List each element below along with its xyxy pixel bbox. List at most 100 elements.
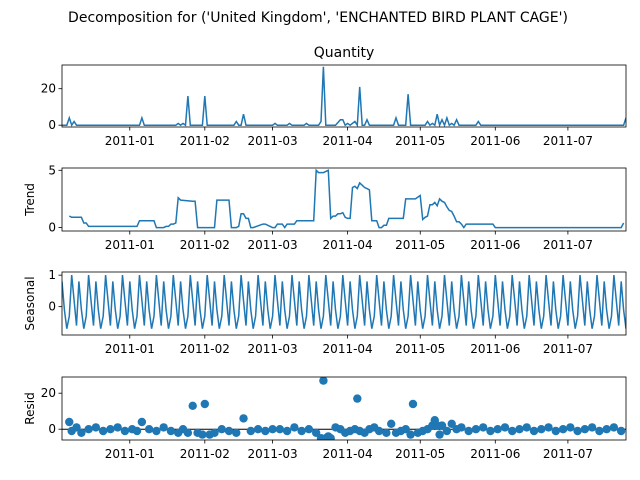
resid-point — [282, 426, 292, 436]
y-tick-label: 0 — [48, 300, 56, 314]
plot-area — [68, 168, 625, 229]
resid-point — [486, 426, 495, 436]
resid-point — [106, 425, 115, 434]
x-tick-label: 2011-03 — [248, 342, 298, 356]
x-tick-label: 2011-06 — [470, 447, 520, 461]
resid-point — [275, 425, 285, 434]
resid-point — [268, 425, 277, 434]
resid-point — [200, 399, 210, 409]
resid-point — [297, 426, 306, 436]
panel-observed: Quantity 0 20 2011-01 2011-02 2011-03 2011-04 2… — [41, 45, 627, 148]
x-tick-label: 2011-07 — [543, 238, 593, 252]
resid-point — [529, 426, 539, 436]
panel-resid: Resid 0 20 2011-01 2011-02 2011-03 2011-04 2011… — [23, 376, 627, 461]
resid-point — [183, 428, 193, 437]
x-tick-label: 2011-07 — [543, 134, 593, 148]
x-tick-label: 2011-05 — [395, 238, 445, 252]
resid-point — [217, 425, 226, 434]
x-tick-label: 2011-03 — [248, 134, 298, 148]
plot-area — [62, 275, 626, 329]
x-tick-label: 2011-04 — [323, 134, 373, 148]
x-tick-label: 2011-02 — [180, 134, 230, 148]
x-tick-label: 2011-07 — [543, 342, 593, 356]
resid-point — [159, 423, 168, 432]
resid-point — [137, 417, 147, 427]
resid-point — [166, 426, 176, 436]
x-tick-label: 2011-01 — [105, 134, 155, 148]
axes-frame — [61, 271, 627, 336]
plot-area — [62, 66, 626, 127]
plot-area — [62, 377, 626, 440]
resid-point — [580, 425, 590, 434]
resid-point — [522, 423, 531, 432]
y-tick-label: 20 — [41, 82, 56, 96]
resid-point — [120, 426, 130, 436]
resid-point — [447, 419, 456, 428]
panel-seasonal: Seasonal 0 1 2011-01 2011-02 2011-03 2011-04 20… — [23, 268, 627, 356]
resid-point — [587, 423, 597, 432]
resid-point — [401, 425, 410, 434]
resid-point — [382, 428, 391, 437]
resid-point — [65, 417, 74, 427]
y-tick-label: 20 — [41, 386, 56, 400]
resid-point — [113, 423, 122, 432]
y-axis-label: Seasonal — [23, 276, 37, 330]
figure-title: Decomposition for ('United Kingdom', 'EN… — [68, 10, 568, 26]
resid-point — [435, 430, 444, 439]
resid-point — [198, 430, 207, 439]
resid-point — [304, 425, 314, 434]
resid-point — [311, 428, 321, 437]
resid-point — [387, 419, 396, 428]
x-tick-label: 2011-01 — [105, 342, 155, 356]
resid-point — [290, 423, 299, 432]
x-tick-label: 2011-02 — [180, 342, 230, 356]
x-tick-label: 2011-05 — [395, 134, 445, 148]
resid-point — [232, 428, 241, 437]
y-axis-label: Trend — [23, 183, 37, 217]
resid-point — [544, 423, 553, 432]
resid-point — [537, 425, 546, 434]
resid-point — [595, 426, 604, 436]
y-tick-label: 1 — [48, 268, 56, 282]
resid-point — [464, 426, 473, 436]
resid-point — [353, 394, 362, 403]
resid-point — [84, 425, 93, 434]
y-tick-label: 0 — [48, 221, 56, 235]
resid-point — [602, 425, 611, 434]
x-tick-label: 2011-04 — [323, 447, 373, 461]
resid-point — [500, 423, 510, 432]
y-tick-label: 0 — [48, 118, 56, 132]
trend-line — [68, 168, 625, 229]
x-tick-label: 2011-02 — [180, 238, 230, 252]
resid-point — [91, 423, 101, 432]
resid-point — [261, 426, 270, 436]
axes-frame — [61, 64, 627, 128]
resid-point — [457, 423, 466, 432]
resid-point — [442, 426, 452, 436]
resid-point — [246, 426, 256, 436]
y-tick-label: 5 — [48, 163, 56, 177]
x-tick-label: 2011-06 — [470, 134, 520, 148]
observed-line — [62, 66, 626, 127]
panel-trend: Trend 0 5 2011-01 2011-02 2011-03 2011-04 2011-… — [23, 163, 627, 252]
resid-point — [478, 423, 488, 432]
resid-point — [609, 423, 619, 432]
x-tick-label: 2011-01 — [105, 447, 155, 461]
resid-point — [508, 426, 517, 436]
resid-point — [616, 426, 626, 436]
resid-point — [319, 377, 328, 385]
x-tick-label: 2011-04 — [323, 238, 373, 252]
y-tick-label: 0 — [48, 422, 56, 436]
resid-point — [72, 423, 81, 432]
resid-point — [152, 426, 161, 436]
resid-point — [239, 414, 248, 423]
resid-point — [558, 425, 568, 434]
x-tick-label: 2011-01 — [105, 238, 155, 252]
axes-frame — [61, 376, 627, 441]
resid-point — [98, 426, 108, 436]
resid-point — [573, 426, 582, 436]
resid-point — [515, 425, 524, 434]
resid-point — [132, 426, 142, 436]
x-tick-label: 2011-07 — [543, 447, 593, 461]
